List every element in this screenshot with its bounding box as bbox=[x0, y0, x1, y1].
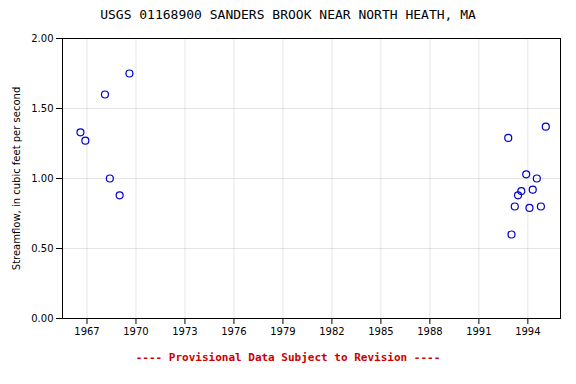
svg-text:1976: 1976 bbox=[221, 326, 246, 337]
svg-text:2.00: 2.00 bbox=[31, 33, 53, 44]
svg-text:1967: 1967 bbox=[74, 326, 99, 337]
svg-text:1.50: 1.50 bbox=[31, 103, 53, 114]
svg-text:0.00: 0.00 bbox=[31, 313, 53, 324]
svg-text:Streamflow, in cubic feet per: Streamflow, in cubic feet per second bbox=[11, 87, 22, 270]
svg-text:1979: 1979 bbox=[270, 326, 295, 337]
svg-text:1.00: 1.00 bbox=[31, 173, 53, 184]
html-text:---- Provisional Data Subject: ---- Provisional Data Subject to Revisio… bbox=[135, 351, 441, 364]
svg-text:1985: 1985 bbox=[368, 326, 393, 337]
svg-text:0.50: 0.50 bbox=[31, 243, 53, 254]
svg-text:1970: 1970 bbox=[123, 326, 148, 337]
svg-text:1994: 1994 bbox=[515, 326, 540, 337]
svg-text:1982: 1982 bbox=[319, 326, 344, 337]
svg-text:1973: 1973 bbox=[172, 326, 197, 337]
html-text:USGS 01168900 SANDERS BROOK NE: USGS 01168900 SANDERS BROOK NEAR NORTH H… bbox=[100, 7, 476, 22]
svg-text:1991: 1991 bbox=[466, 326, 491, 337]
svg-text:1988: 1988 bbox=[417, 326, 442, 337]
